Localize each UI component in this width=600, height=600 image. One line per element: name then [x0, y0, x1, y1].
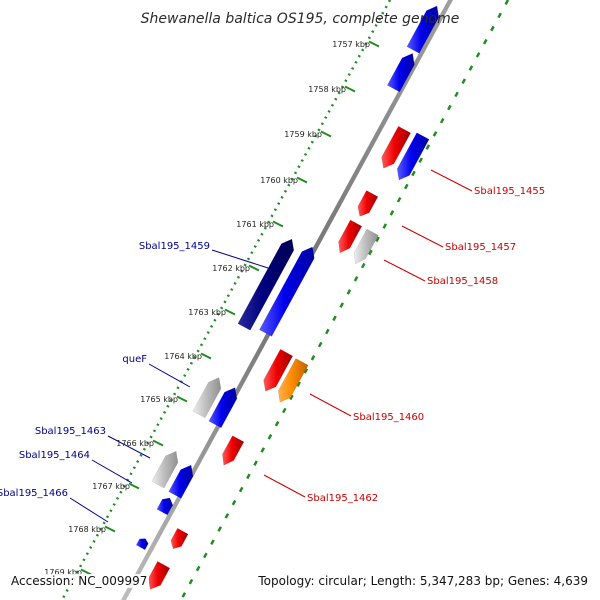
scale-tick [176, 395, 188, 403]
scale-tick [368, 40, 380, 48]
scale-label: 1760 kbp [260, 176, 298, 185]
gene-label-quef[interactable]: queF [122, 354, 147, 365]
scale-tick [344, 85, 356, 93]
gene-label-sbal195-1459[interactable]: Sbal195_1459 [139, 241, 210, 252]
scale-tick [224, 308, 236, 316]
gene-arrow-quef-gray[interactable] [192, 377, 222, 419]
gene-label-sbal195-1458-leader [383, 259, 426, 282]
gene-arrow-sbal195-1464[interactable] [168, 464, 194, 499]
scale-tick [248, 264, 260, 272]
scale-label: 1759 kbp [284, 130, 322, 139]
gene-arrow-sbal195-1460b[interactable] [277, 358, 309, 403]
gene-label-sbal195-1455-leader [430, 169, 473, 192]
scale-tick [296, 176, 308, 184]
scale-tick [320, 130, 332, 138]
scale-tick [152, 439, 164, 447]
scale-label: 1769 kbp [44, 568, 82, 577]
gene-label-sbal195-1457-leader [401, 225, 444, 248]
gene-arrow-sbal195-1466[interactable] [135, 538, 149, 551]
scale-tick [104, 525, 116, 533]
gene-label-sbal195-1463[interactable]: Sbal195_1463 [35, 426, 106, 437]
gene-arrow-sbal195-1462[interactable] [222, 435, 245, 466]
scale-label: 1765 kbp [140, 395, 178, 404]
scale-tick [272, 220, 284, 228]
scale-label: 1757 kbp [332, 40, 370, 49]
scale-label: 1764 kbp [164, 352, 202, 361]
gene-track [135, 5, 440, 590]
gene-label-quef-leader [148, 363, 191, 388]
scale-label: 1763 kbp [188, 308, 226, 317]
gene-arrow-sbal195-1459[interactable] [237, 238, 295, 331]
gene-arrow-top-1[interactable] [406, 5, 440, 54]
scale-tick [200, 352, 212, 360]
gene-arrow-sbal195-1459b[interactable] [259, 246, 315, 337]
scale-tick [128, 482, 140, 490]
gene-arrow-sbal195-1460[interactable] [263, 348, 294, 392]
gene-label-sbal195-1460-leader [309, 393, 352, 417]
gene-label-sbal195-1459-leader [211, 249, 269, 269]
gene-arrow-sbal195-1455b[interactable] [396, 132, 430, 181]
gene-label-sbal195-1463-leader [107, 435, 151, 459]
map-title: Shewanella baltica OS195, complete genom… [141, 11, 460, 27]
scale-label: 1766 kbp [116, 439, 154, 448]
gene-arrow-sbal195-1458[interactable] [353, 228, 379, 265]
scale-label: 1768 kbp [68, 525, 106, 534]
gene-label-sbal195-1455[interactable]: Sbal195_1455 [474, 186, 545, 197]
gene-arrow-top-2[interactable] [386, 53, 415, 93]
scale-label: 1758 kbp [308, 85, 346, 94]
genome-summary-text: Topology: circular; Length: 5,347,283 bp… [256, 574, 590, 588]
scale-label: 1762 kbp [212, 264, 250, 273]
gene-label-sbal195-1466[interactable]: Sbal195_1466 [0, 488, 68, 499]
gene-label-sbal195-1464-leader [91, 459, 133, 484]
gene-arrow-sbal195-1464b[interactable] [156, 497, 174, 516]
gene-arrow-bottom-2[interactable] [147, 561, 171, 590]
label-leader-lines [69, 169, 473, 523]
scale-label: 1767 kbp [92, 482, 130, 491]
gene-arrow-quef[interactable] [208, 387, 238, 429]
scale-label: 1761 kbp [236, 220, 274, 229]
gene-label-sbal195-1462[interactable]: Sbal195_1462 [307, 493, 378, 504]
gene-label-sbal195-1464[interactable]: Sbal195_1464 [19, 450, 90, 461]
gene-label-sbal195-1457[interactable]: Sbal195_1457 [445, 242, 516, 253]
gene-label-sbal195-1460[interactable]: Sbal195_1460 [353, 412, 424, 423]
gene-arrow-sbal195-1457[interactable] [338, 219, 363, 254]
scale-ruler-line [60, 0, 392, 600]
label-layer: 1757 kbp 1758 kbp 1759 kbp 1760 kbp 1761 kbp… [0, 40, 545, 577]
gene-arrow-small-1[interactable] [357, 190, 379, 217]
gene-arrow-bottom-1[interactable] [170, 527, 189, 550]
gene-label-sbal195-1462-leader [263, 474, 306, 498]
gene-arrow-sbal195-1463[interactable] [151, 450, 179, 489]
gene-label-sbal195-1466-leader [69, 497, 109, 523]
gene-arrow-sbal195-1455[interactable] [381, 125, 412, 169]
scale-ticks [80, 40, 380, 576]
gene-label-sbal195-1458[interactable]: Sbal195_1458 [427, 276, 498, 287]
scale-tick [80, 568, 92, 576]
accession-text: Accession: NC_009997 [9, 574, 150, 588]
